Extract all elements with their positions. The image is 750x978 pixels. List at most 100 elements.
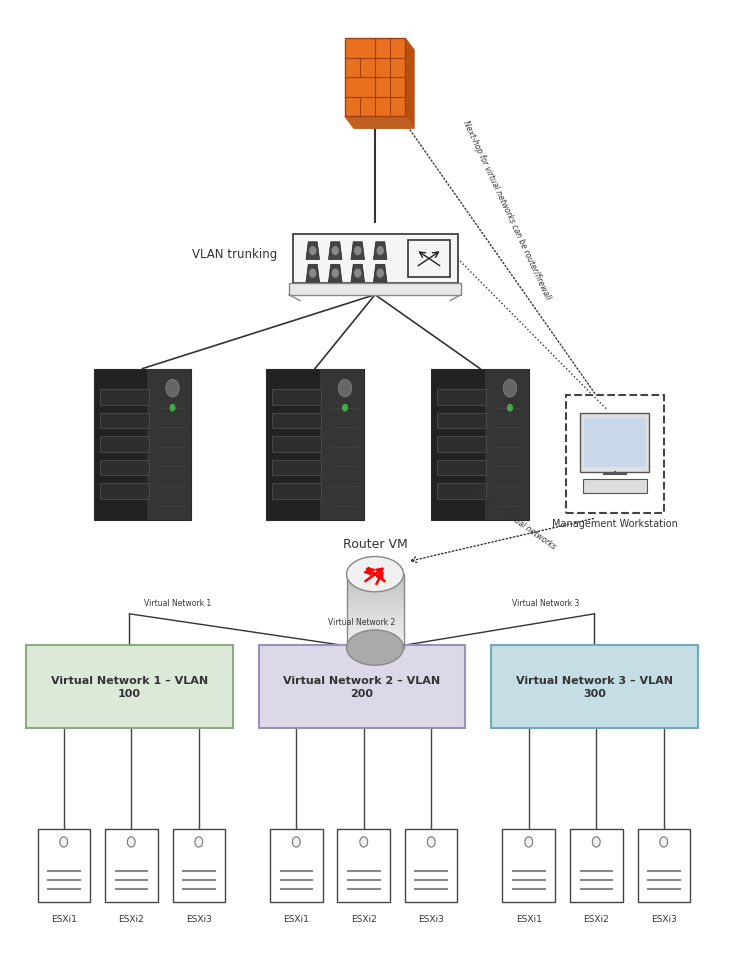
- Polygon shape: [306, 243, 320, 260]
- Circle shape: [310, 247, 316, 255]
- Circle shape: [342, 405, 348, 413]
- FancyBboxPatch shape: [346, 629, 404, 634]
- FancyBboxPatch shape: [346, 618, 404, 622]
- FancyBboxPatch shape: [259, 645, 465, 729]
- FancyBboxPatch shape: [320, 369, 364, 520]
- FancyBboxPatch shape: [346, 589, 404, 593]
- FancyBboxPatch shape: [346, 644, 404, 648]
- Circle shape: [377, 270, 383, 278]
- Text: ESXi1: ESXi1: [51, 913, 76, 923]
- Circle shape: [592, 837, 600, 847]
- Text: Virtual Network 2: Virtual Network 2: [328, 617, 395, 626]
- Text: VLAN trunking: VLAN trunking: [192, 247, 278, 261]
- FancyBboxPatch shape: [584, 419, 646, 467]
- Ellipse shape: [346, 631, 404, 666]
- FancyBboxPatch shape: [272, 461, 321, 476]
- FancyBboxPatch shape: [26, 645, 233, 729]
- Ellipse shape: [346, 557, 404, 593]
- FancyBboxPatch shape: [431, 369, 529, 520]
- Polygon shape: [306, 265, 320, 283]
- Circle shape: [355, 270, 361, 278]
- Text: Routes to virtual networks: Routes to virtual networks: [470, 486, 557, 551]
- FancyBboxPatch shape: [338, 828, 390, 902]
- FancyBboxPatch shape: [405, 828, 457, 902]
- FancyBboxPatch shape: [584, 479, 646, 494]
- FancyBboxPatch shape: [38, 828, 90, 902]
- Text: ESXi3: ESXi3: [419, 913, 444, 923]
- Circle shape: [377, 247, 383, 255]
- FancyBboxPatch shape: [270, 828, 322, 902]
- FancyBboxPatch shape: [289, 284, 461, 295]
- FancyBboxPatch shape: [346, 577, 404, 582]
- Circle shape: [292, 837, 300, 847]
- Text: ESXi3: ESXi3: [186, 913, 211, 923]
- FancyBboxPatch shape: [346, 610, 404, 615]
- Polygon shape: [351, 265, 364, 283]
- Circle shape: [60, 837, 68, 847]
- FancyBboxPatch shape: [408, 241, 450, 278]
- FancyBboxPatch shape: [346, 640, 404, 645]
- FancyBboxPatch shape: [100, 436, 148, 453]
- Text: Virtual Network 3 – VLAN
300: Virtual Network 3 – VLAN 300: [516, 676, 673, 698]
- Text: ESXi2: ESXi2: [584, 913, 609, 923]
- Circle shape: [170, 405, 176, 413]
- Circle shape: [195, 837, 202, 847]
- FancyBboxPatch shape: [94, 369, 191, 520]
- FancyBboxPatch shape: [346, 633, 404, 637]
- Circle shape: [355, 247, 361, 255]
- FancyBboxPatch shape: [172, 828, 225, 902]
- Circle shape: [660, 837, 668, 847]
- Polygon shape: [345, 117, 414, 129]
- FancyBboxPatch shape: [491, 645, 698, 729]
- Polygon shape: [351, 243, 364, 260]
- FancyBboxPatch shape: [485, 369, 529, 520]
- Polygon shape: [405, 39, 414, 129]
- Circle shape: [128, 837, 135, 847]
- FancyBboxPatch shape: [100, 390, 148, 406]
- Polygon shape: [374, 243, 387, 260]
- FancyBboxPatch shape: [503, 828, 555, 902]
- Text: ESXi2: ESXi2: [118, 913, 144, 923]
- Circle shape: [503, 379, 517, 398]
- Circle shape: [427, 837, 435, 847]
- Text: ESXi3: ESXi3: [651, 913, 676, 923]
- FancyBboxPatch shape: [346, 585, 404, 589]
- Polygon shape: [328, 243, 342, 260]
- FancyBboxPatch shape: [105, 828, 158, 902]
- FancyBboxPatch shape: [346, 592, 404, 597]
- FancyBboxPatch shape: [292, 235, 458, 284]
- Text: Virtual Network 1: Virtual Network 1: [144, 599, 211, 607]
- FancyBboxPatch shape: [266, 369, 364, 520]
- Circle shape: [338, 379, 352, 398]
- FancyBboxPatch shape: [272, 436, 321, 453]
- FancyBboxPatch shape: [346, 606, 404, 611]
- FancyBboxPatch shape: [147, 369, 191, 520]
- Text: ESXi2: ESXi2: [351, 913, 376, 923]
- FancyBboxPatch shape: [437, 390, 486, 406]
- Circle shape: [507, 405, 513, 413]
- FancyBboxPatch shape: [437, 413, 486, 428]
- FancyBboxPatch shape: [272, 413, 321, 428]
- Text: Virtual Network 1 – VLAN
100: Virtual Network 1 – VLAN 100: [51, 676, 208, 698]
- Circle shape: [310, 270, 316, 278]
- Polygon shape: [328, 265, 342, 283]
- FancyBboxPatch shape: [638, 828, 690, 902]
- FancyBboxPatch shape: [346, 625, 404, 630]
- Circle shape: [332, 270, 338, 278]
- Polygon shape: [374, 265, 387, 283]
- Text: Virtual Network 3: Virtual Network 3: [512, 599, 579, 607]
- Circle shape: [360, 837, 368, 847]
- FancyBboxPatch shape: [346, 621, 404, 626]
- FancyBboxPatch shape: [345, 39, 405, 117]
- FancyBboxPatch shape: [346, 602, 404, 607]
- FancyBboxPatch shape: [437, 461, 486, 476]
- Text: Router VM: Router VM: [343, 538, 407, 551]
- FancyBboxPatch shape: [100, 413, 148, 428]
- Circle shape: [332, 247, 338, 255]
- FancyBboxPatch shape: [437, 436, 486, 453]
- FancyBboxPatch shape: [272, 483, 321, 499]
- FancyBboxPatch shape: [580, 414, 650, 472]
- Text: ESXi1: ESXi1: [516, 913, 542, 923]
- Text: Virtual Network 2 – VLAN
200: Virtual Network 2 – VLAN 200: [284, 676, 440, 698]
- Circle shape: [166, 379, 179, 398]
